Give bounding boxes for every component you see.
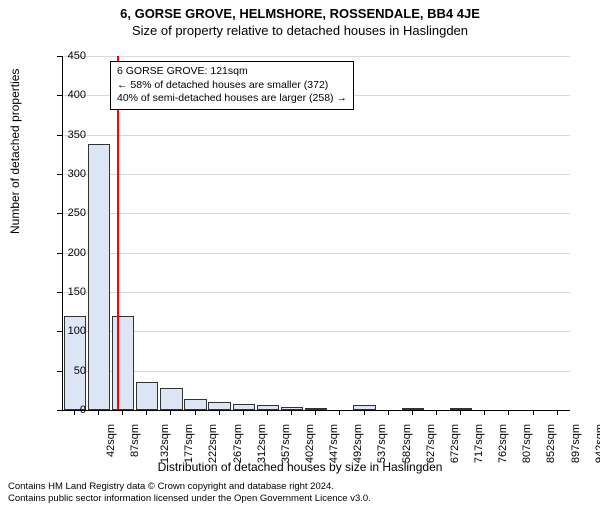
annotation-line2: ← 58% of detached houses are smaller (37… (117, 79, 347, 93)
bar (450, 408, 473, 410)
x-tick-mark (364, 410, 365, 415)
y-tick-label: 200 (46, 247, 86, 259)
bar (88, 144, 111, 410)
x-tick-label: 312sqm (256, 424, 268, 463)
footer: Contains HM Land Registry data © Crown c… (8, 481, 371, 504)
y-axis-label: Number of detached properties (8, 69, 22, 234)
x-tick-label: 717sqm (473, 424, 485, 463)
y-tick-mark (57, 410, 62, 411)
x-tick-mark (484, 410, 485, 415)
x-tick-label: 537sqm (377, 424, 389, 463)
y-tick-label: 150 (46, 286, 86, 298)
x-tick-mark (195, 410, 196, 415)
x-tick-mark (533, 410, 534, 415)
x-tick-label: 582sqm (401, 424, 413, 463)
x-tick-mark (98, 410, 99, 415)
x-tick-label: 267sqm (232, 424, 244, 463)
chart-title: 6, GORSE GROVE, HELMSHORE, ROSSENDALE, B… (0, 6, 600, 21)
x-tick-label: 402sqm (304, 424, 316, 463)
x-tick-mark (339, 410, 340, 415)
x-tick-mark (436, 410, 437, 415)
x-tick-mark (460, 410, 461, 415)
bar (208, 402, 231, 410)
y-tick-label: 100 (46, 325, 86, 337)
y-tick-mark (57, 331, 62, 332)
y-tick-mark (57, 174, 62, 175)
x-tick-label: 87sqm (129, 424, 141, 457)
x-tick-label: 222sqm (208, 424, 220, 463)
x-tick-mark (74, 410, 75, 415)
chart-area: 6 GORSE GROVE: 121sqm ← 58% of detached … (62, 56, 570, 411)
x-tick-mark (315, 410, 316, 415)
y-tick-label: 250 (46, 207, 86, 219)
chart-container: 6, GORSE GROVE, HELMSHORE, ROSSENDALE, B… (0, 6, 600, 506)
x-tick-label: 627sqm (425, 424, 437, 463)
bar (257, 405, 280, 410)
x-tick-label: 492sqm (352, 424, 364, 463)
bar (136, 382, 159, 410)
x-axis-label: Distribution of detached houses by size … (0, 460, 600, 474)
x-tick-label: 807sqm (521, 424, 533, 463)
bar (160, 388, 183, 410)
x-tick-mark (412, 410, 413, 415)
y-tick-label: 50 (46, 365, 86, 377)
gridline (63, 174, 570, 175)
y-tick-label: 0 (46, 404, 86, 416)
x-tick-mark (388, 410, 389, 415)
x-tick-label: 762sqm (497, 424, 509, 463)
gridline (63, 371, 570, 372)
x-tick-label: 897sqm (570, 424, 582, 463)
bar (112, 316, 135, 410)
footer-line2: Contains public sector information licen… (8, 493, 371, 504)
bar (281, 407, 304, 410)
bar (184, 399, 207, 410)
annotation-box: 6 GORSE GROVE: 121sqm ← 58% of detached … (110, 61, 354, 110)
y-tick-mark (57, 56, 62, 57)
bar (305, 408, 328, 410)
gridline (63, 331, 570, 332)
x-tick-mark (508, 410, 509, 415)
gridline (63, 56, 570, 57)
bar (233, 404, 256, 410)
gridline (63, 213, 570, 214)
x-tick-label: 177sqm (183, 424, 195, 463)
y-tick-mark (57, 371, 62, 372)
x-tick-label: 672sqm (449, 424, 461, 463)
bar (353, 405, 376, 410)
annotation-line1: 6 GORSE GROVE: 121sqm (117, 65, 347, 79)
x-tick-mark (557, 410, 558, 415)
x-tick-label: 132sqm (159, 424, 171, 463)
y-tick-mark (57, 292, 62, 293)
annotation-line3: 40% of semi-detached houses are larger (… (117, 92, 347, 106)
y-tick-label: 450 (46, 50, 86, 62)
bar (402, 408, 425, 410)
y-tick-label: 350 (46, 129, 86, 141)
y-tick-label: 400 (46, 89, 86, 101)
y-tick-label: 300 (46, 168, 86, 180)
chart-subtitle: Size of property relative to detached ho… (0, 23, 600, 38)
y-tick-mark (57, 95, 62, 96)
gridline (63, 135, 570, 136)
x-tick-label: 447sqm (328, 424, 340, 463)
x-tick-mark (291, 410, 292, 415)
footer-line1: Contains HM Land Registry data © Crown c… (8, 481, 371, 492)
y-tick-mark (57, 213, 62, 214)
x-tick-mark (219, 410, 220, 415)
x-tick-label: 852sqm (546, 424, 558, 463)
x-tick-mark (243, 410, 244, 415)
x-tick-mark (146, 410, 147, 415)
x-tick-label: 42sqm (105, 424, 117, 457)
x-tick-mark (122, 410, 123, 415)
y-tick-mark (57, 135, 62, 136)
x-tick-label: 942sqm (594, 424, 600, 463)
x-tick-label: 357sqm (280, 424, 292, 463)
gridline (63, 253, 570, 254)
x-tick-mark (267, 410, 268, 415)
y-tick-mark (57, 253, 62, 254)
gridline (63, 292, 570, 293)
x-tick-mark (170, 410, 171, 415)
